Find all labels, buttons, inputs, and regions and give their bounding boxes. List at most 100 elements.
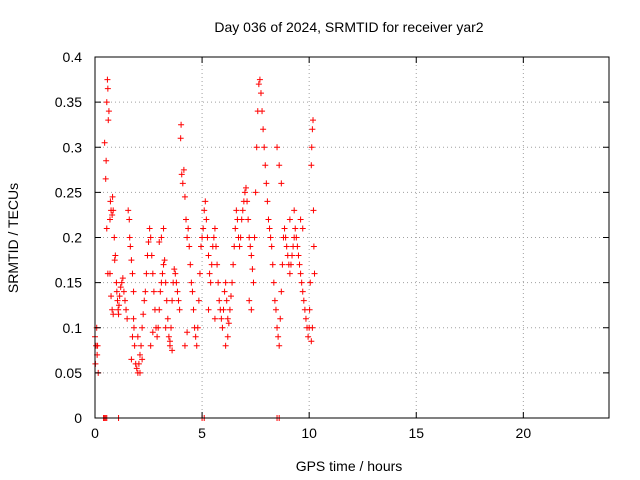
data-point xyxy=(181,342,188,349)
data-point xyxy=(125,207,132,214)
data-point xyxy=(246,234,253,241)
data-point xyxy=(157,288,164,295)
x-tick-label: 5 xyxy=(198,425,206,441)
data-point xyxy=(239,207,246,214)
data-point xyxy=(309,324,316,331)
data-point xyxy=(114,297,121,304)
data-point xyxy=(208,261,215,268)
data-point xyxy=(286,216,293,223)
data-point xyxy=(248,306,255,313)
x-tick-label: 20 xyxy=(516,425,532,441)
data-point xyxy=(169,297,176,304)
data-point xyxy=(109,211,116,218)
data-point xyxy=(178,171,185,178)
data-point xyxy=(279,261,286,268)
data-point xyxy=(250,279,257,286)
y-tick-label: 0.1 xyxy=(63,320,83,336)
data-point xyxy=(283,243,290,250)
data-point xyxy=(111,257,118,264)
y-tick-label: 0.4 xyxy=(63,49,83,65)
data-point xyxy=(183,216,190,223)
data-point xyxy=(297,216,304,223)
data-point xyxy=(202,198,209,205)
data-point xyxy=(276,342,283,349)
data-point xyxy=(289,252,296,259)
data-point xyxy=(181,193,188,200)
data-point xyxy=(113,288,120,295)
data-point xyxy=(156,239,163,246)
data-point xyxy=(126,216,133,223)
data-point xyxy=(210,234,217,241)
y-tick-label: 0.25 xyxy=(55,184,82,200)
data-point xyxy=(241,189,248,196)
data-point xyxy=(296,261,303,268)
data-point xyxy=(130,315,137,322)
data-point xyxy=(141,297,148,304)
data-point xyxy=(138,342,145,349)
data-point xyxy=(233,207,240,214)
data-point xyxy=(194,324,201,331)
plot-frame xyxy=(94,56,610,419)
data-point xyxy=(187,261,194,268)
data-point xyxy=(185,225,192,232)
data-point xyxy=(295,252,302,259)
data-point xyxy=(103,157,110,164)
data-point xyxy=(244,198,251,205)
data-point xyxy=(94,342,101,349)
data-point xyxy=(176,306,183,313)
data-point xyxy=(201,207,208,214)
data-point xyxy=(106,270,113,277)
data-point xyxy=(136,369,143,376)
data-point xyxy=(276,162,283,169)
data-point xyxy=(105,108,112,115)
data-point xyxy=(226,306,233,313)
data-point xyxy=(232,225,239,232)
data-point xyxy=(172,270,179,277)
data-point xyxy=(159,270,166,277)
data-point xyxy=(174,288,181,295)
chart-title: Day 036 of 2024, SRMTID for receiver yar… xyxy=(214,19,483,35)
data-point xyxy=(266,225,273,232)
data-point xyxy=(109,193,116,200)
data-point xyxy=(143,270,150,277)
data-point xyxy=(136,351,143,358)
data-point xyxy=(124,315,131,322)
data-point xyxy=(213,243,220,250)
data-point xyxy=(206,270,213,277)
data-point xyxy=(139,356,146,363)
data-point xyxy=(186,243,193,250)
data-point xyxy=(135,360,142,367)
data-point xyxy=(260,126,267,133)
data-point xyxy=(184,329,191,336)
y-axis-label: SRMTID / TECUs xyxy=(5,183,21,293)
data-point xyxy=(155,324,162,331)
data-point xyxy=(286,270,293,277)
data-point xyxy=(109,306,116,313)
data-point xyxy=(196,270,203,277)
data-point xyxy=(282,234,289,241)
data-point xyxy=(306,306,313,313)
data-point xyxy=(149,270,156,277)
data-point xyxy=(261,144,268,151)
data-point xyxy=(277,315,284,322)
data-point xyxy=(255,81,262,88)
data-point xyxy=(108,293,115,300)
data-point xyxy=(166,338,173,345)
data-point xyxy=(139,324,146,331)
y-tick-label: 0.15 xyxy=(55,275,82,291)
data-point xyxy=(256,76,263,83)
data-point xyxy=(278,180,285,187)
data-point xyxy=(204,234,211,241)
data-point xyxy=(164,315,171,322)
data-point xyxy=(163,297,170,304)
data-point xyxy=(292,225,299,232)
data-point xyxy=(128,257,135,264)
data-point xyxy=(262,162,269,169)
data-point xyxy=(257,90,264,97)
x-tick-label: 15 xyxy=(408,425,424,441)
data-point xyxy=(275,333,282,340)
data-point xyxy=(311,270,318,277)
data-point xyxy=(116,293,123,300)
data-point xyxy=(218,315,225,322)
data-point xyxy=(230,261,237,268)
